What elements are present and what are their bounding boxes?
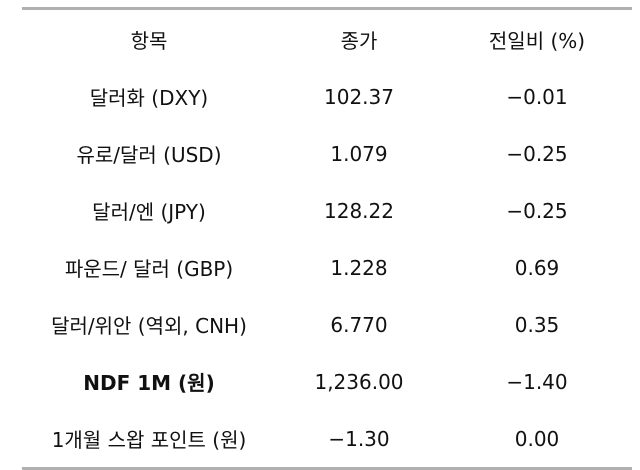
- table-cell: 1.079: [330, 141, 388, 166]
- table-row: 파운드/ 달러 (GBP) 1.228 0.69: [22, 239, 632, 296]
- table-cell: −1.30: [328, 426, 390, 451]
- table-cell: 128.22: [324, 198, 394, 223]
- table-row: 달러/엔 (JPY) 128.22 −0.25: [22, 182, 632, 239]
- table-cell: −0.25: [506, 141, 568, 166]
- table-row: 유로/달러 (USD) 1.079 −0.25: [22, 125, 632, 182]
- table-row: 달러/위안 (역외, CNH) 6.770 0.35: [22, 296, 632, 353]
- table-cell: 1개월 스왑 포인트 (원): [51, 428, 247, 452]
- table-row: NDF 1M (원) 1,236.00 −1.40: [22, 353, 632, 410]
- table-cell: 6.770: [330, 312, 388, 337]
- table-cell: 달러화 (DXY): [89, 86, 209, 110]
- table-cell: NDF 1M (원): [83, 371, 215, 395]
- table-cell: 1,236.00: [314, 369, 404, 394]
- table-cell: 1.228: [330, 255, 388, 280]
- header-cell: 전일비 (%): [488, 28, 586, 53]
- table-cell: 달러/엔 (JPY): [92, 200, 206, 224]
- table-cell: 0.69: [514, 255, 560, 280]
- header-row: 항목 종가 전일비 (%): [22, 10, 632, 68]
- table-cell: 파운드/ 달러 (GBP): [64, 257, 234, 281]
- table: 항목 종가 전일비 (%) 달러화 (DXY) 102.37 −0.01 유로/달러 (U…: [22, 10, 632, 467]
- table-body: 달러화 (DXY) 102.37 −0.01 유로/달러 (USD) 1.079 −0.2…: [22, 68, 632, 467]
- table-cell: −1.40: [506, 369, 568, 394]
- table-cell: −0.01: [506, 84, 568, 109]
- table-frame: 항목 종가 전일비 (%) 달러화 (DXY) 102.37 −0.01 유로/달러 (U…: [22, 7, 632, 470]
- table-cell: 달러/위안 (역외, CNH): [51, 314, 247, 338]
- table-cell: 0.00: [514, 426, 560, 451]
- header-cell: 종가: [340, 28, 378, 53]
- table-cell: 유로/달러 (USD): [76, 143, 222, 167]
- table-row: 달러화 (DXY) 102.37 −0.01: [22, 68, 632, 125]
- table-cell: −0.25: [506, 198, 568, 223]
- table-cell: 0.35: [514, 312, 560, 337]
- table-header: 항목 종가 전일비 (%): [22, 10, 632, 68]
- table-cell: 102.37: [324, 84, 394, 109]
- header-cell: 항목: [130, 28, 168, 53]
- table-row: 1개월 스왑 포인트 (원) −1.30 0.00: [22, 410, 632, 467]
